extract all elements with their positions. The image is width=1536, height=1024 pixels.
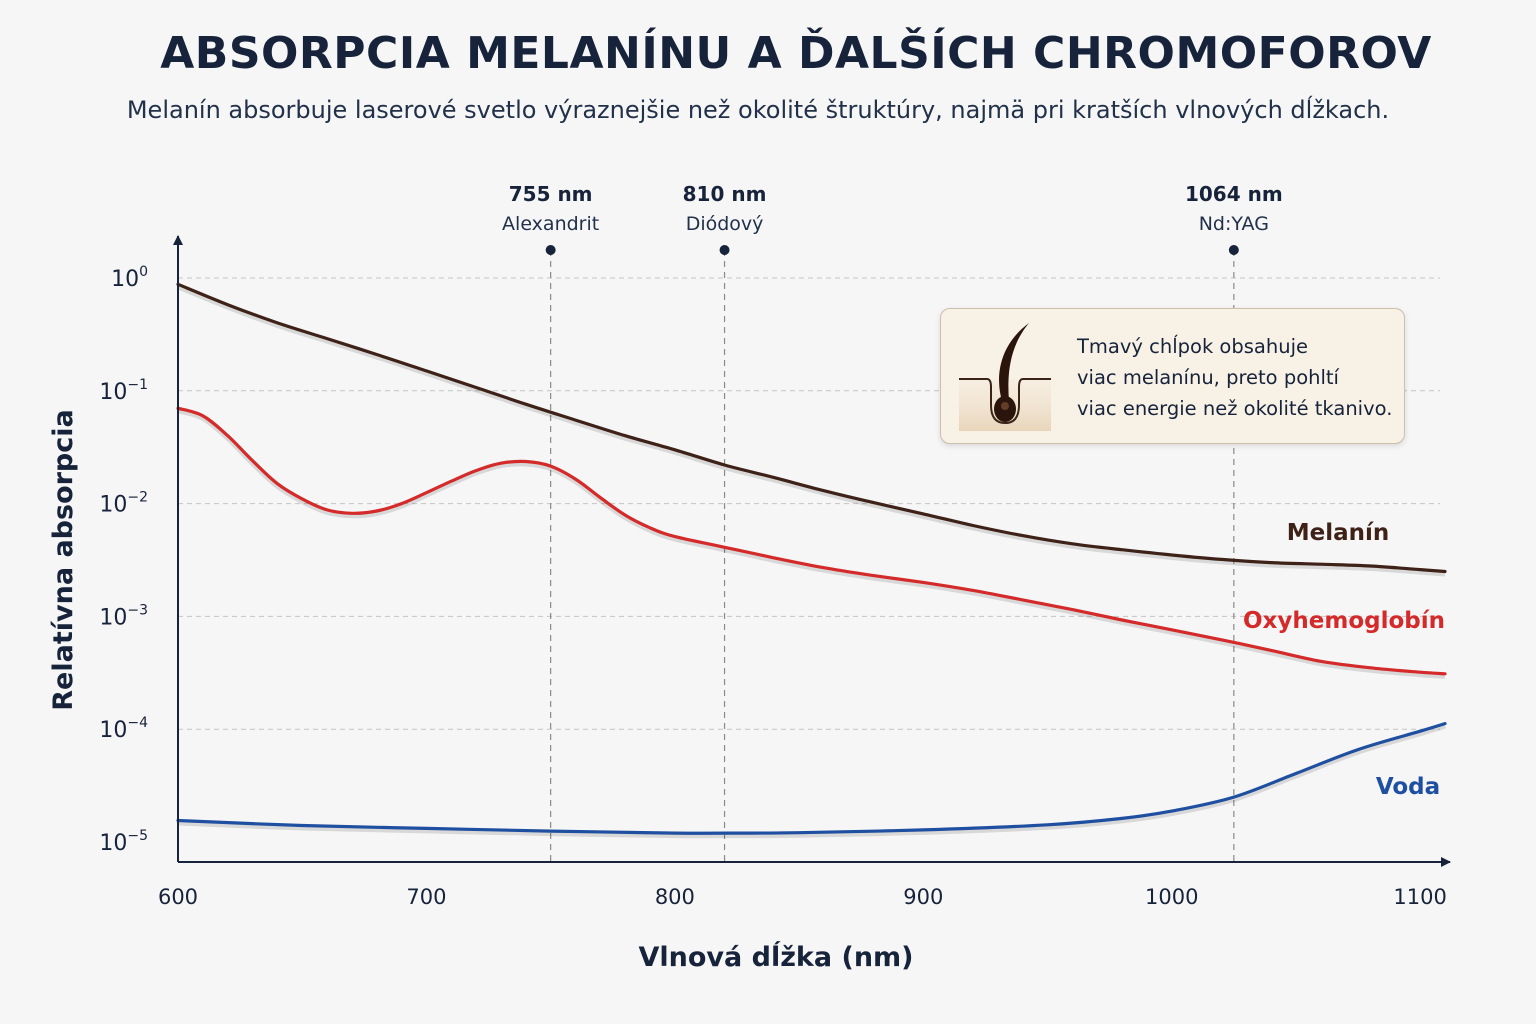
x-tick-label: 600 [158,885,198,909]
x-tick-label: 1100 [1393,885,1446,909]
callout-line-2: viac melanínu, preto pohltí [1077,366,1339,389]
y-tick-label: 10−2 [99,490,148,518]
y-tick-label: 10−3 [99,602,148,630]
series-label-oxyhemoglobin: Oxyhemoglobín [1243,608,1445,634]
series-line-shadow [177,407,1446,679]
x-tick-label: 700 [406,885,446,909]
laser-dot [719,245,730,255]
chart-subtitle: Melanín absorbuje laserové svetlo výrazn… [126,96,1390,124]
series-label-melanin: Melanín [1287,520,1390,546]
laser-dot [1228,245,1239,255]
laser-name-label: Alexandrit [502,213,599,235]
callout-line-1: Tmavý chĺpok obsahuje [1077,335,1308,358]
laser-markers: 755 nm Alexandrit 810 nm Diódový 1064 nm Nd:Y… [502,182,1283,862]
x-tick-label: 1000 [1145,885,1198,909]
grid [178,277,1440,730]
y-tick-label: 10−4 [99,715,148,743]
chart-title: ABSORPCIA MELANÍNU A ĎALŠÍCH CHROMOFOROV [160,28,1432,79]
callout-box: Tmavý chĺpok obsahuje viac melanínu, pre… [940,308,1405,444]
y-tick-label: 100 [111,264,148,292]
axes [173,235,1451,867]
x-tick-label: 900 [903,885,943,909]
x-tick-label: 800 [655,885,695,909]
series-line-shadow [177,722,1446,839]
series-lines [176,282,1447,839]
series-label-voda: Voda [1376,774,1440,800]
series-line-shadow [176,283,1446,577]
laser-wavelength-label: 810 nm [683,182,767,206]
y-axis-title: Relatívna absorpcia [48,409,79,710]
x-ticks: 600 700 800 900 1000 1100 [158,885,1447,909]
laser-name-label: Diódový [686,213,764,235]
x-axis-title: Vlnová dĺžka (nm) [638,941,913,973]
laser-name-label: Nd:YAG [1199,213,1269,235]
y-tick-label: 10−5 [99,828,148,856]
laser-dot [545,245,556,255]
y-tick-label: 10−1 [99,377,148,405]
laser-wavelength-label: 755 nm [509,182,593,206]
series-labels: Melanín Oxyhemoglobín Voda [1243,520,1445,800]
hair-follicle-icon [959,323,1051,431]
y-ticks: 100 10−1 10−2 10−3 10−4 10−5 [99,264,148,856]
series-line-oxyhemoglobin [176,406,1447,676]
series-line-voda [176,722,1447,835]
callout-text: Tmavý chĺpok obsahuje viac melanínu, pre… [1077,331,1403,424]
series-line-melanin [176,282,1447,574]
callout-line-3: viac energie než okolité tkanivo. [1077,397,1393,420]
laser-wavelength-label: 1064 nm [1185,182,1283,206]
